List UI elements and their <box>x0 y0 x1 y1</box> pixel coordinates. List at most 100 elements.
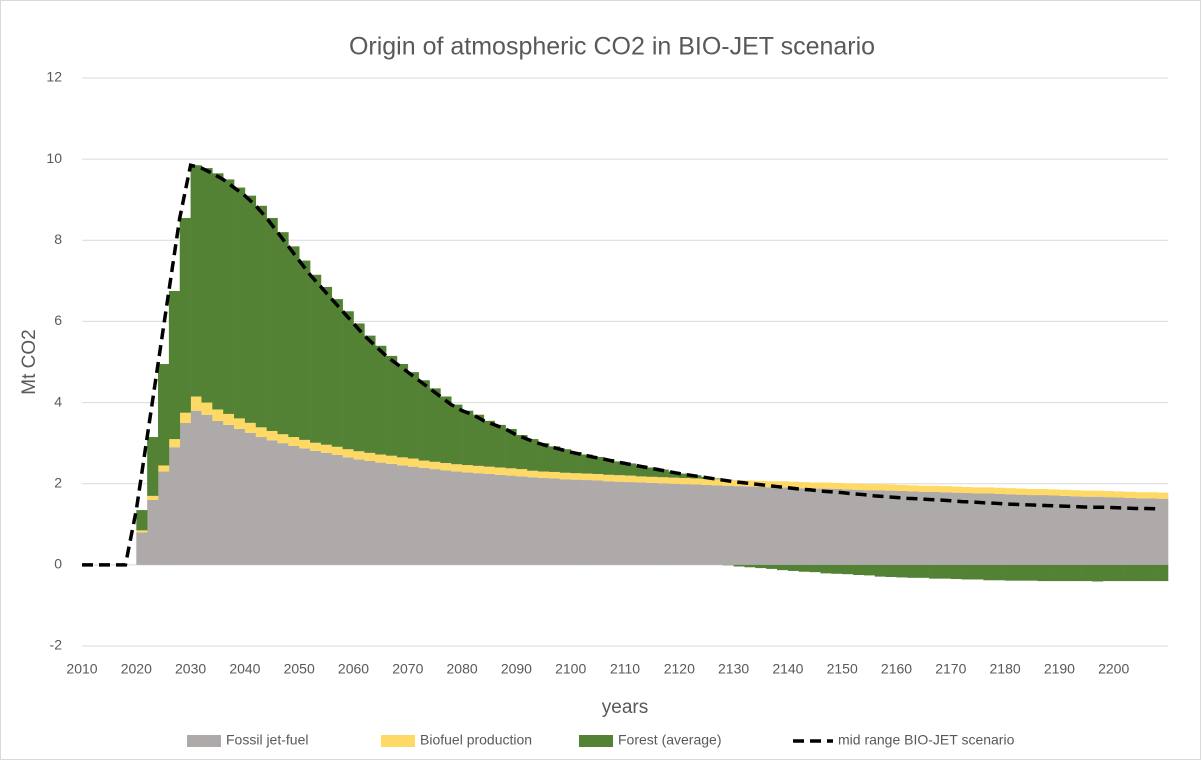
bar-segment <box>744 486 756 565</box>
y-tick-label: 2 <box>54 474 62 490</box>
bar-segment <box>831 482 843 489</box>
bar-segment <box>592 456 604 474</box>
bar-segment <box>939 564 952 579</box>
bar-segment <box>331 454 343 565</box>
bar-segment <box>342 449 354 458</box>
lines <box>82 163 1158 567</box>
bar-segment <box>1113 564 1125 582</box>
bar-segment <box>625 463 637 476</box>
legend: Fossil jet-fuel Biofuel production Forest … <box>187 732 1015 748</box>
bar-segment <box>1059 489 1071 496</box>
x-tick-label: 2080 <box>447 661 478 677</box>
bar-segment <box>136 530 148 533</box>
bar-segment <box>1113 497 1125 565</box>
bar-segment <box>440 470 452 565</box>
bar-segment <box>1026 495 1038 565</box>
bar-segment <box>451 404 463 465</box>
bar-segment <box>1026 564 1038 581</box>
bar-segment <box>418 460 430 468</box>
bar-segment <box>570 473 582 480</box>
bar-segment <box>820 482 832 489</box>
bar-segment <box>1070 496 1082 565</box>
bar-segment <box>386 355 398 456</box>
bar-segment <box>635 465 648 477</box>
bar-segment <box>538 443 550 472</box>
bar-segment <box>896 484 908 492</box>
bar-segment <box>1124 491 1136 498</box>
bar-segment <box>809 564 821 573</box>
bar-segment <box>147 495 159 500</box>
bar-segment <box>1091 564 1104 582</box>
bar-segment <box>994 493 1006 565</box>
bar-segment <box>516 435 528 470</box>
bar-segment <box>147 499 159 565</box>
bar-segment <box>483 420 495 467</box>
bar-segment <box>320 452 333 565</box>
x-tick-label: 2120 <box>664 661 695 677</box>
bar-segment <box>244 433 257 565</box>
bar-segment <box>787 564 800 571</box>
bar-segment <box>1015 488 1028 495</box>
bar-segment <box>1135 492 1147 499</box>
legend-label: Fossil jet-fuel <box>226 732 308 748</box>
y-tick-label: 8 <box>54 231 62 247</box>
x-tick-label: 2180 <box>990 661 1021 677</box>
legend-swatch <box>579 735 613 747</box>
bar-segment <box>831 488 843 565</box>
bar-segment <box>755 486 767 565</box>
bar-segment <box>375 462 387 565</box>
bar-segment <box>1091 496 1104 565</box>
legend-label: mid range BIO-JET scenario <box>838 732 1015 748</box>
bar-segment <box>158 465 170 472</box>
bar-segment <box>907 564 919 578</box>
bar-segment <box>234 418 246 429</box>
bar-segment <box>896 491 908 565</box>
bar-segment <box>885 564 897 578</box>
y-axis-label: Mt CO2 <box>19 329 40 394</box>
bar-segment <box>483 473 495 565</box>
bar-segment <box>223 413 235 425</box>
bar-segment <box>168 291 181 440</box>
x-tick-label: 2170 <box>935 661 966 677</box>
bar-segment <box>288 445 300 565</box>
bar-segment <box>657 477 669 484</box>
bar-segment <box>1135 498 1147 565</box>
bar-segment <box>179 412 191 423</box>
x-tick-label: 2030 <box>175 661 206 677</box>
bar-segment <box>223 424 235 565</box>
bar-segment <box>1037 495 1049 565</box>
x-tick-label: 2160 <box>881 661 912 677</box>
bar-segment <box>842 489 854 565</box>
bar-segment <box>386 455 398 464</box>
bar-segment <box>342 457 354 565</box>
bar-segment <box>646 476 658 483</box>
bar-segment <box>983 564 995 581</box>
bar-segment <box>690 478 702 485</box>
bar-segment <box>353 459 365 565</box>
bar-segment <box>386 463 398 565</box>
bar-segment <box>320 286 333 445</box>
bar-segment <box>918 564 930 578</box>
bar-segment <box>1048 495 1060 565</box>
bar-segment <box>983 493 995 565</box>
bar-segment <box>212 420 224 565</box>
bar-segment <box>679 478 691 485</box>
bar-segment <box>722 485 734 565</box>
bar-segment <box>907 485 919 492</box>
bar-segment <box>407 466 419 565</box>
legend-label: Forest (average) <box>618 732 721 748</box>
bar-segment <box>614 481 626 565</box>
bar-segment <box>939 492 952 565</box>
bar-segment <box>777 481 789 488</box>
bar-segment <box>1070 564 1082 582</box>
bar-segment <box>842 483 854 490</box>
bar-segment <box>168 439 181 448</box>
bar-segment <box>766 564 778 569</box>
bar-segment <box>494 424 506 468</box>
x-tick-label: 2060 <box>338 661 369 677</box>
bar-segment <box>538 471 550 479</box>
bar-segment <box>255 427 267 438</box>
bar-segment <box>777 487 789 565</box>
